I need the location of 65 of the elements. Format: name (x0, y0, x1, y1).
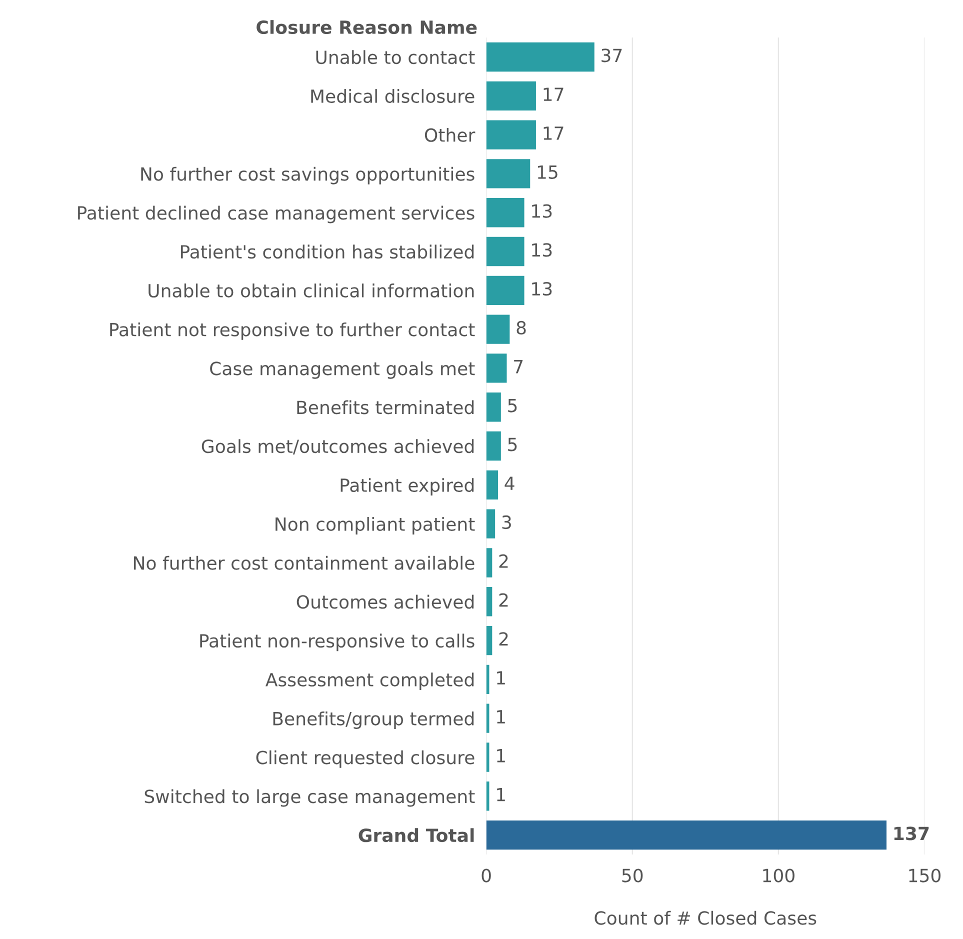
x-tick-label: 100 (763, 868, 794, 882)
bar (486, 820, 887, 850)
data-label: 8 (516, 320, 526, 335)
y-tick-label: Patient non-responsive to calls (200, 634, 474, 652)
y-tick-label: Unable to contact (316, 50, 475, 64)
data-label: 17 (544, 126, 564, 140)
y-tick-label: Client requested closure (256, 750, 474, 768)
y-tick-label: Goals met/outcomes achieved (202, 439, 474, 455)
y-tick-label: Assessment completed (266, 672, 474, 690)
x-tick-label: 0 (482, 868, 491, 882)
y-tick-label: Benefits/group termed (273, 711, 474, 729)
data-label: 13 (532, 282, 552, 296)
y-tick-label: Patient's condition has stabilized (181, 244, 474, 259)
y-tick-label: Patient not responsive to further contact (110, 322, 475, 340)
y-tick-label: Medical disclosure (311, 89, 474, 104)
y-tick-label: Patient declined case management services (78, 206, 474, 224)
data-label: 13 (532, 243, 552, 257)
data-label: 15 (538, 166, 558, 179)
bar (486, 509, 496, 538)
data-label: 4 (504, 476, 514, 490)
bar (486, 587, 492, 616)
bar (486, 120, 536, 150)
bar (486, 159, 530, 188)
data-label: 3 (502, 515, 511, 530)
bar (486, 354, 507, 383)
data-label: 37 (602, 48, 622, 62)
y-axis-title: Closure Reason Name (256, 20, 477, 34)
bar (486, 392, 501, 422)
bar (486, 470, 498, 500)
data-label: 1 (497, 671, 505, 684)
data-label: 2 (499, 554, 508, 568)
data-label: 13 (532, 204, 552, 218)
y-tick-label: Outcomes achieved (296, 594, 474, 609)
x-axis-title: Count of # Closed Cases (594, 910, 816, 925)
data-label: 5 (508, 438, 517, 452)
bar (486, 236, 524, 266)
y-tick-label: Benefits terminated (297, 400, 474, 414)
data-label: 137 (894, 826, 929, 840)
data-label: 2 (499, 632, 508, 646)
data-label: 1 (497, 710, 505, 724)
data-label: 5 (508, 398, 517, 412)
y-tick-label: Grand Total (358, 828, 474, 842)
data-label: 17 (544, 88, 564, 101)
bar (486, 548, 492, 578)
x-tick-label: 50 (622, 868, 643, 882)
bar (486, 81, 536, 110)
data-label: 7 (514, 360, 523, 374)
bar (486, 42, 594, 72)
bar (486, 314, 510, 344)
y-tick-label: Switched to large case management (144, 789, 475, 807)
y-tick-label: No further cost containment available (134, 556, 474, 570)
data-label: 1 (497, 749, 505, 762)
bar (486, 431, 501, 461)
bar (486, 198, 524, 228)
y-tick-label: Patient expired (340, 478, 474, 496)
y-tick-label: Other (424, 128, 476, 142)
y-tick-label: Unable to obtain clinical information (148, 284, 474, 298)
y-tick-label: No further cost savings opportunities (141, 166, 474, 184)
y-tick-label: Non compliant patient (276, 516, 475, 534)
bar (486, 626, 492, 656)
x-tick-label: 150 (909, 868, 941, 882)
data-label: 1 (497, 788, 505, 802)
y-tick-label: Case management goals met (210, 361, 475, 379)
bar (486, 276, 524, 306)
data-label: 2 (499, 593, 508, 607)
